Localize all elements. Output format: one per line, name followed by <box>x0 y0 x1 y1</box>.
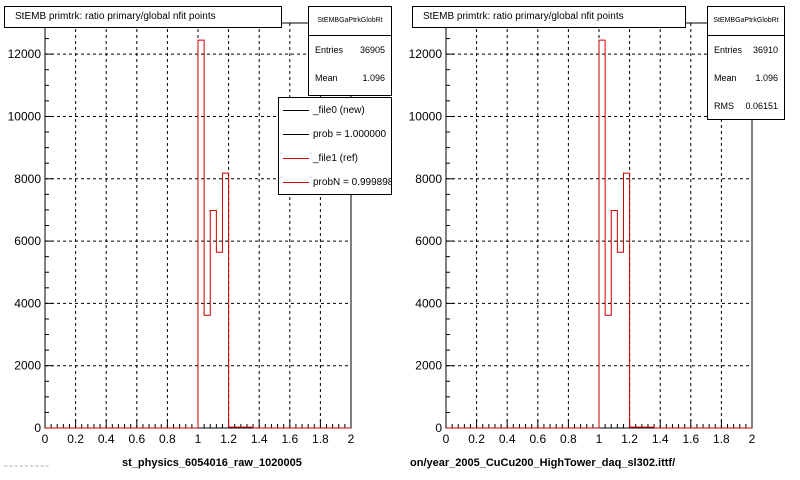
legend-label: _file0 (new) <box>313 104 365 116</box>
stats-value: 1.096 <box>755 73 778 83</box>
left-stats-entries-row: Entries 36905 <box>309 36 391 64</box>
histogram-bin <box>210 211 216 428</box>
histogram-bin <box>605 315 611 428</box>
x-tick-label: 0 <box>443 432 450 446</box>
left-legend: _file0 (new) prob = 1.000000 _file1 (ref… <box>278 97 392 195</box>
histogram-bin <box>599 40 605 428</box>
x-tick-label: 0.6 <box>529 432 546 446</box>
y-tick-label: 10000 <box>409 109 443 123</box>
x-tick-label: 0.2 <box>67 432 84 446</box>
legend-line-swatch <box>283 109 309 111</box>
right-plot: 0 0.2 0.4 0.6 0.8 1 1.2 1.4 1.6 1.8 2 0 2000 4000 6000… <box>409 22 756 446</box>
left-x-axis-title: st_physics_6054016_raw_1020005 <box>122 457 302 469</box>
histogram-series <box>45 39 351 429</box>
left-stats-box: StEMBGaPtrkGlobRt Entries 36905 Mean 1.0… <box>308 6 392 96</box>
x-tick-label: 1.2 <box>220 432 237 446</box>
stats-value: 36910 <box>752 45 778 55</box>
y-tick-label: 12000 <box>8 47 42 61</box>
x-tick-label: 0.2 <box>468 432 485 446</box>
x-tick-label: 0.4 <box>499 432 516 446</box>
x-tick-label: 0.4 <box>98 432 115 446</box>
x-tick-label: 1 <box>596 432 603 446</box>
y-tick-label: 2000 <box>415 359 442 373</box>
right-x-axis-title: on/year_2005_CuCu200_HighTower_daq_sl302… <box>410 457 676 469</box>
legend-entry-file0: _file0 (new) <box>279 98 391 122</box>
x-tick-label: 1.4 <box>251 432 268 446</box>
right-stats-mean-row: Mean 1.096 <box>708 64 784 92</box>
y-tick-label: 0 <box>34 421 41 435</box>
x-tick-label: 1.8 <box>713 432 730 446</box>
legend-line-swatch <box>283 157 309 159</box>
y-tick-label: 10000 <box>8 109 42 123</box>
legend-line-swatch <box>283 133 309 135</box>
histogram-bin <box>216 252 222 428</box>
legend-label: probN = 0.999898 <box>313 176 392 188</box>
histogram-bin <box>222 173 228 428</box>
y-tick-label: 2000 <box>14 359 41 373</box>
y-tick-label: 4000 <box>415 296 442 310</box>
x-tick-label: 0 <box>42 432 49 446</box>
right-stats-rms-row: RMS 0.06151 <box>708 92 784 120</box>
stats-label: Entries <box>315 45 344 55</box>
right-stats-box: StEMBGaPtrkGlobRt Entries 36910 Mean 1.0… <box>707 6 785 120</box>
histogram-bin <box>204 315 210 428</box>
y-tick-label: 0 <box>435 421 442 435</box>
legend-entry-file1: _file1 (ref) <box>279 146 391 170</box>
legend-label: _file1 (ref) <box>313 152 359 164</box>
legend-label: prob = 1.000000 <box>313 128 387 140</box>
x-tick-label: 1.6 <box>281 432 298 446</box>
y-tick-label: 6000 <box>415 234 442 248</box>
left-stats-name: StEMBGaPtrkGlobRt <box>309 7 391 36</box>
stats-label: Mean <box>714 73 737 83</box>
x-tick-label: 0.6 <box>128 432 145 446</box>
x-tick-label: 1.8 <box>312 432 329 446</box>
y-tick-label: 12000 <box>409 47 443 61</box>
x-tick-label: 0.8 <box>159 432 176 446</box>
stats-label: Mean <box>315 73 338 83</box>
histogram-bin <box>630 427 654 428</box>
x-tick-label: 1.2 <box>621 432 638 446</box>
x-tick-label: 2 <box>348 432 355 446</box>
x-tick-label: 1 <box>195 432 202 446</box>
right-plot-title: StEMB primtrk: ratio primary/global nfit… <box>412 6 686 28</box>
x-tick-label: 0.8 <box>560 432 577 446</box>
y-tick-label: 6000 <box>14 234 41 248</box>
histogram-bin <box>611 211 617 428</box>
x-tick-label: 2 <box>749 432 756 446</box>
right-stats-name: StEMBGaPtrkGlobRt <box>708 7 784 36</box>
y-tick-label: 8000 <box>14 172 41 186</box>
histogram-bin <box>229 427 253 428</box>
x-tick-label: 1.6 <box>682 432 699 446</box>
y-tick-label: 4000 <box>14 296 41 310</box>
histogram-series <box>446 39 752 429</box>
stats-value: 36905 <box>359 45 385 55</box>
y-tick-label: 8000 <box>415 172 442 186</box>
histogram-bin <box>617 252 623 428</box>
left-plot: 0 0.2 0.4 0.6 0.8 1 1.2 1.4 1.6 1.8 2 0 2000 4000 6000… <box>8 22 355 446</box>
stats-value: 1.096 <box>362 73 385 83</box>
left-plot-title: StEMB primtrk: ratio primary/global nfit… <box>4 6 282 28</box>
legend-entry-prob: prob = 1.000000 <box>279 122 391 146</box>
right-stats-entries-row: Entries 36910 <box>708 36 784 64</box>
legend-entry-probn: probN = 0.999898 <box>279 170 391 194</box>
stats-label: Entries <box>714 45 743 55</box>
legend-line-swatch <box>283 181 309 183</box>
stats-value: 0.06151 <box>745 101 778 111</box>
corner-caption: ~ ~ ~ ~ ~ ~ ~ ~ ~ <box>4 464 49 470</box>
histogram-bin <box>198 40 204 428</box>
stats-label: RMS <box>714 101 734 111</box>
histogram-bin <box>623 173 629 428</box>
left-stats-mean-row: Mean 1.096 <box>309 64 391 92</box>
x-tick-label: 1.4 <box>652 432 669 446</box>
